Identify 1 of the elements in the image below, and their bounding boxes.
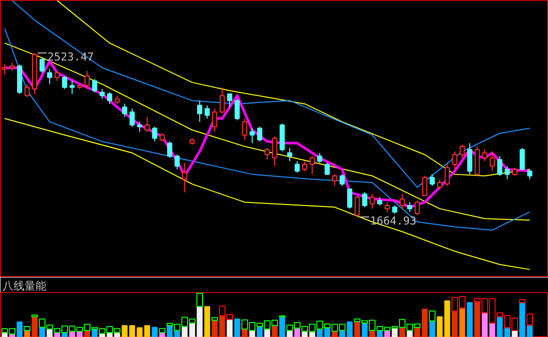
chart-title: 八线量能 [2, 280, 46, 292]
